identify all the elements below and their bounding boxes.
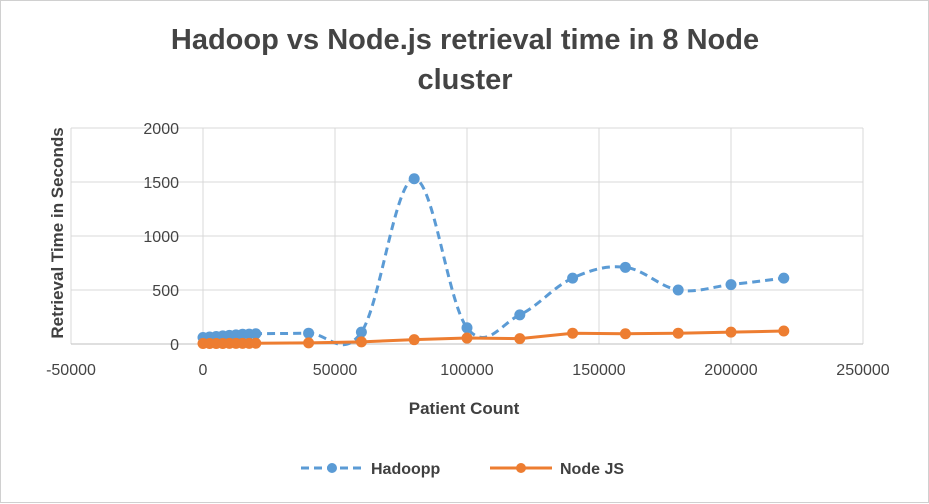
- data-point-hadoopp: [303, 327, 315, 339]
- x-tick-labels: -50000 0 50000 100000 150000 200000 250000: [46, 362, 890, 379]
- legend-hadoop-label: Hadoopp: [371, 461, 441, 478]
- grid-lines: [70, 127, 864, 345]
- data-point-node-js: [567, 327, 579, 339]
- y-tick-label: 0: [170, 337, 179, 354]
- data-point-hadoopp: [672, 284, 684, 296]
- data-point-hadoopp: [461, 322, 473, 334]
- x-tick-label: 150000: [572, 362, 625, 379]
- y-tick-label: 500: [152, 283, 179, 300]
- data-point-node-js: [672, 327, 684, 339]
- data-point-node-js: [778, 325, 790, 337]
- data-point-hadoopp: [408, 173, 420, 185]
- series-line-hadoopp: [202, 177, 784, 347]
- y-tick-label: 1500: [143, 175, 179, 192]
- data-point-hadoopp: [778, 272, 790, 284]
- data-point-node-js: [725, 326, 737, 338]
- data-point-hadoopp: [514, 309, 526, 321]
- chart-title-line-2: cluster: [417, 64, 512, 96]
- legend-nodejs-marker: [516, 463, 526, 473]
- y-tick-label: 2000: [143, 121, 179, 138]
- data-point-hadoopp: [250, 328, 262, 340]
- x-tick-label: 250000: [836, 362, 889, 379]
- x-axis-title: Patient Count: [409, 399, 520, 418]
- data-point-node-js: [355, 336, 367, 348]
- data-point-node-js: [303, 337, 315, 349]
- x-tick-label: 0: [199, 362, 208, 379]
- data-point-hadoopp: [725, 279, 737, 291]
- data-point-node-js: [514, 333, 526, 345]
- data-point-node-js: [408, 334, 420, 346]
- chart-title-line-1: Hadoop vs Node.js retrieval time in 8 No…: [171, 24, 759, 56]
- data-point-hadoopp: [355, 326, 367, 338]
- x-tick-label: 50000: [313, 362, 358, 379]
- data-point-hadoopp: [619, 261, 631, 273]
- data-point-node-js: [619, 328, 631, 340]
- data-point-node-js: [461, 332, 473, 344]
- y-tick-labels: 0 500 1000 1500 2000: [143, 121, 179, 354]
- x-tick-label: 100000: [440, 362, 493, 379]
- data-point-node-js: [250, 337, 262, 349]
- x-tick-label: 200000: [704, 362, 757, 379]
- y-tick-label: 1000: [143, 229, 179, 246]
- legend-hadoop-marker: [327, 463, 337, 473]
- legend-nodejs-label: Node JS: [560, 461, 624, 478]
- x-tick-label: -50000: [46, 362, 96, 379]
- series-layer: [197, 173, 790, 349]
- y-axis-title: Retrieval Time in Seconds: [48, 127, 67, 338]
- legend: Hadoopp Node JS: [301, 461, 624, 478]
- data-point-hadoopp: [567, 272, 579, 284]
